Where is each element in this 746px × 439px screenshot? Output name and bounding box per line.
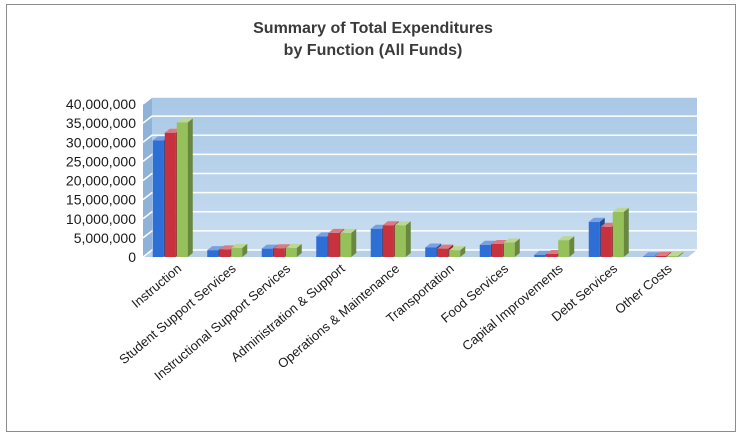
x-tick-label: Instruction [129, 261, 185, 311]
bar [231, 243, 248, 257]
bar [612, 207, 629, 257]
y-tick-label: 30,000,000 [66, 134, 136, 150]
gridline [142, 153, 697, 163]
x-tick-label: Other Costs [612, 260, 675, 316]
bar [340, 228, 357, 257]
x-tick-label: Capital Improvements [459, 260, 566, 353]
bar [285, 243, 302, 257]
y-tick-label: 10,000,000 [66, 211, 136, 227]
bar [667, 251, 684, 257]
bar [394, 221, 411, 257]
y-tick-label: 15,000,000 [66, 192, 136, 208]
chart-title: Summary of Total Expenditures by Functio… [0, 18, 746, 62]
gridline [142, 210, 697, 220]
y-tick-label: 0 [128, 249, 136, 265]
y-tick-label: 5,000,000 [74, 230, 136, 246]
y-tick-label: 40,000,000 [66, 96, 136, 112]
chart-title-line-2: by Function (All Funds) [283, 42, 463, 59]
gridline [142, 96, 697, 105]
y-axis: 0 5,000,000 10,000,000 15,000,000 20,000,000… [66, 96, 136, 265]
gridline [142, 191, 697, 201]
chart-title-line-1: Summary of Total Expenditures [253, 20, 493, 37]
y-tick-label: 35,000,000 [66, 115, 136, 131]
gridline [142, 230, 697, 239]
bar [558, 236, 575, 257]
bar [449, 246, 466, 257]
gridline [142, 172, 697, 182]
gridline [142, 134, 697, 143]
bar [176, 118, 193, 257]
y-tick-label: 20,000,000 [66, 173, 136, 189]
gridline [142, 115, 697, 124]
bars [152, 118, 684, 257]
y-tick-label: 25,000,000 [66, 153, 136, 169]
bar [503, 238, 520, 257]
